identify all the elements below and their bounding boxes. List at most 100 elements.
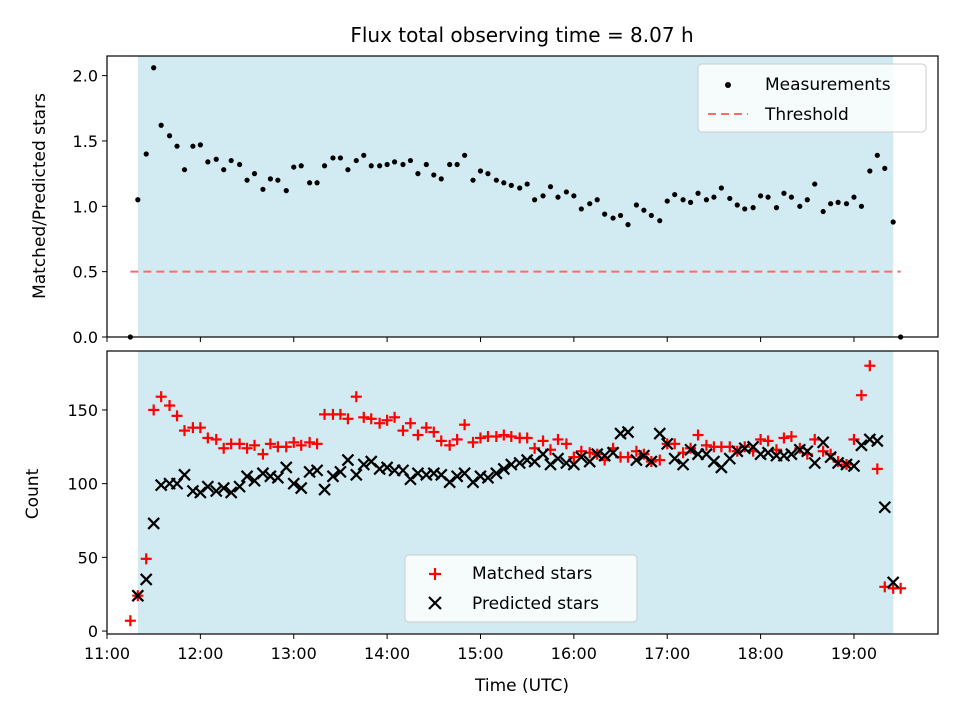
measurement-point [867, 168, 873, 174]
predicted-star-point [490, 467, 503, 480]
matched-star-point [365, 413, 377, 425]
predicted-star-point [621, 425, 635, 439]
measurement-point [734, 202, 740, 208]
matched-star-point [381, 414, 393, 426]
measurement-point [781, 190, 787, 196]
measurement-point [470, 177, 476, 183]
predicted-star-point [684, 443, 697, 457]
ratio-panel: 0.00.51.01.52.0 Matched/Predicted stars … [30, 55, 939, 347]
predicted-star-point [785, 447, 798, 461]
matched-star-point [467, 436, 479, 448]
y-tick-label: 0.5 [73, 263, 98, 282]
x-tick-label: 14:00 [364, 644, 410, 663]
matched-star-point [194, 422, 206, 434]
matched-legend-marker [429, 568, 441, 580]
predicted-star-point [668, 452, 681, 465]
measurement-point [858, 203, 865, 209]
predicted-star-point [217, 481, 230, 495]
measurement-point [391, 159, 398, 165]
measurement-point [368, 163, 374, 169]
measurement-point [298, 163, 304, 169]
threshold-legend-label: Threshold [764, 105, 849, 125]
count-y-label: Count [23, 468, 43, 519]
matched-star-point [374, 417, 386, 429]
matched-star-point [474, 432, 486, 444]
measurement-point [625, 222, 631, 228]
measurement-point [672, 191, 678, 198]
predicted-star-point [380, 461, 394, 474]
predicted-star-point [147, 517, 160, 530]
predicted-star-point [233, 480, 246, 493]
x-tick-label: 18:00 [738, 644, 784, 663]
predicted-star-point [139, 573, 153, 586]
measurement-point [377, 163, 383, 169]
predicted-star-point [497, 462, 511, 476]
ratio-x-tickmarks [106, 337, 855, 342]
matched-star-point [444, 439, 456, 451]
measurement-point [804, 197, 810, 203]
measurement-point [742, 206, 748, 212]
matched-star-point [124, 615, 136, 627]
x-tick-label: 17:00 [644, 644, 690, 663]
predicted-star-point [551, 452, 565, 465]
predicted-star-point [294, 481, 308, 495]
count-x-label: Time (UTC) [474, 676, 569, 696]
measurement-point [812, 181, 818, 187]
predicted-star-point [645, 455, 658, 468]
count-frame [106, 350, 939, 635]
measurement-point [135, 197, 141, 203]
predicted-star-point [279, 461, 293, 474]
measurement-point [400, 161, 406, 168]
matched-star-point [490, 430, 502, 442]
matched-star-point [155, 391, 167, 403]
measurement-point [727, 195, 733, 202]
measurement-point [680, 197, 686, 203]
measurement-point [610, 215, 616, 221]
predicted-star-point [209, 484, 223, 498]
measurement-point [555, 194, 561, 200]
matched-star-point [397, 425, 409, 437]
measurement-point [181, 167, 188, 173]
matched-star-point [778, 432, 790, 444]
measurement-point [291, 164, 297, 170]
matched-star-point [148, 404, 160, 416]
predicted-star-point [201, 480, 215, 493]
matched-star-point [568, 451, 580, 463]
predicted-star-point [341, 453, 355, 467]
ratio-y-axis: 0.0 0.5 1.0 1.5 2.0 [73, 67, 107, 347]
matched-star-point [389, 411, 401, 423]
matched-star-point [342, 413, 354, 425]
predicted-star-point [326, 470, 340, 483]
measurement-point [851, 194, 857, 200]
y-tick-label: 1.5 [73, 132, 98, 151]
count-x-axis: 11:00 12:00 13:00 14:00 15:00 16:00 17:00 18:00… [84, 634, 877, 663]
matched-star-point [755, 433, 767, 445]
matched-star-point [871, 463, 883, 475]
matched-star-point [459, 419, 471, 431]
matched-star-point [817, 445, 829, 457]
measurement-point [501, 180, 507, 186]
y-tick-label: 0 [88, 622, 98, 641]
measurement-point [447, 161, 453, 168]
measurement-point [166, 133, 173, 139]
measurement-point [718, 185, 724, 191]
matched-star-point [669, 438, 681, 450]
predicted-star-point [466, 475, 480, 489]
predicted-star-point [761, 446, 775, 459]
predicted-star-point [513, 456, 526, 470]
predicted-star-point [878, 500, 892, 514]
y-tick-label: 50 [78, 548, 98, 567]
matched-star-point [202, 432, 214, 444]
measurement-point [267, 176, 273, 182]
measurement-point [190, 143, 196, 149]
measurement-point [587, 201, 593, 207]
measurement-point [757, 193, 764, 199]
predicted-star-point [224, 486, 238, 499]
x-tick-label: 11:00 [84, 644, 130, 663]
predicted-star-point [707, 455, 721, 468]
measurement-point [517, 185, 523, 191]
matched-star-point [785, 430, 797, 442]
predicted-star-point [637, 449, 651, 462]
predicted-star-point [271, 471, 285, 485]
count-y-axis: 0 50 100 150 [67, 401, 107, 641]
